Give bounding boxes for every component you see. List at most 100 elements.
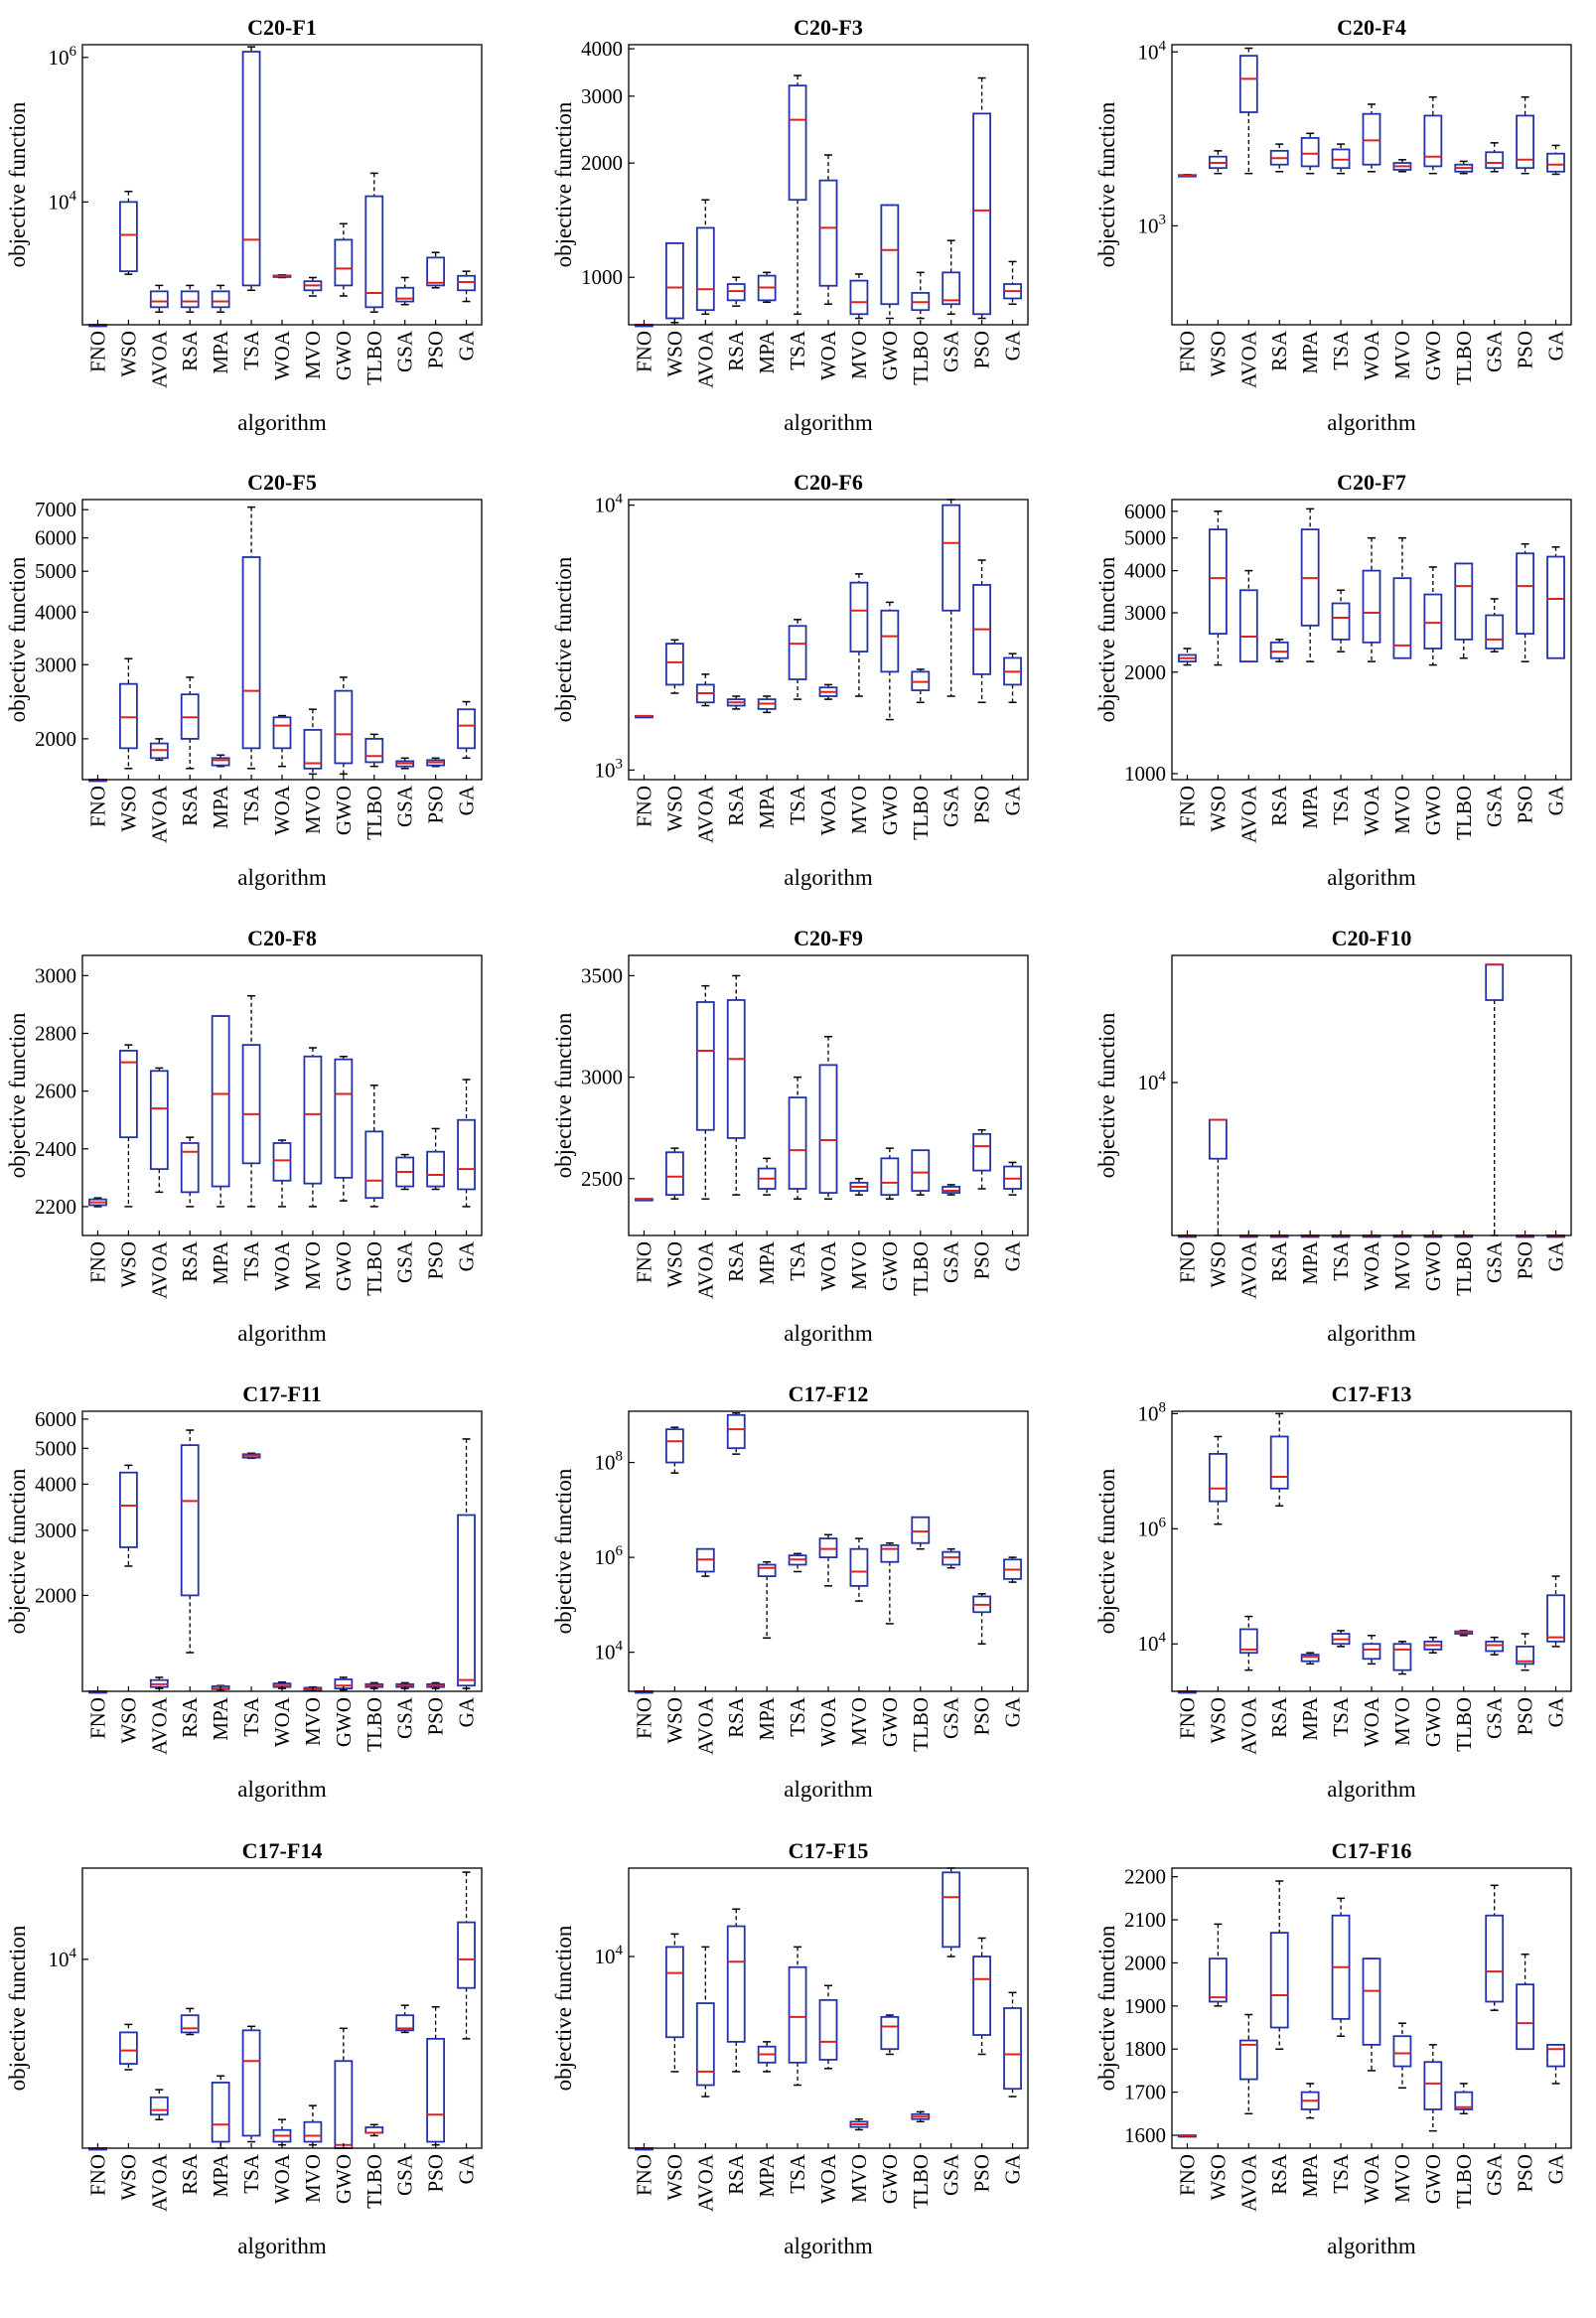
- y-tick-label: 3000: [35, 1519, 76, 1542]
- box-iqr: [726, 999, 746, 1139]
- y-tick-label: 103: [1138, 212, 1167, 237]
- x-tick-label: GWO: [332, 786, 356, 835]
- box-mpa: [211, 2075, 230, 2149]
- box-avoa: [1238, 47, 1258, 175]
- box-mpa: [211, 754, 230, 768]
- box-iqr: [1362, 569, 1381, 644]
- box-gwo: [334, 222, 354, 297]
- x-tick-label: GSA: [393, 785, 417, 827]
- y-tick-label: 1600: [1124, 2123, 1166, 2147]
- x-axis-label: algorithm: [1327, 865, 1416, 890]
- x-tick-label: TLBO: [1452, 786, 1476, 840]
- box-gsa: [942, 1184, 961, 1196]
- box-gsa: [942, 1547, 961, 1569]
- x-axis-label: algorithm: [784, 2234, 873, 2258]
- x-tick-label: GSA: [940, 330, 963, 372]
- x-tick-label: FNO: [1175, 786, 1199, 827]
- x-tick-label: GA: [1001, 1696, 1025, 1727]
- x-tick-label: TSA: [239, 330, 263, 370]
- x-tick-label: MPA: [755, 330, 779, 373]
- x-tick-label: WOA: [816, 330, 840, 380]
- box-iqr: [726, 1413, 746, 1450]
- x-tick-label: MVO: [301, 331, 325, 379]
- x-tick-label: GA: [1544, 785, 1568, 815]
- x-tick-label: GSA: [940, 2153, 963, 2196]
- chart-title: C20-F10: [1332, 926, 1412, 950]
- x-tick-label: MVO: [1390, 331, 1414, 379]
- x-tick-label: FNO: [1175, 2154, 1199, 2196]
- y-axis-label: objective function: [1094, 101, 1119, 267]
- box-iqr: [942, 504, 961, 612]
- box-iqr: [972, 1956, 992, 2036]
- y-tick-label: 2400: [35, 1137, 76, 1161]
- x-axis-label: algorithm: [784, 410, 873, 435]
- x-tick-label: TSA: [786, 2153, 809, 2194]
- subplot-c20-f9: C20-F9 2500 3000 3500 objective function FNO W…: [551, 926, 1029, 1346]
- x-tick-label: FNO: [632, 1241, 655, 1283]
- y-axis-label: objective function: [1094, 556, 1119, 722]
- box-iqr: [664, 1946, 684, 2039]
- chart-title: C20-F8: [247, 926, 317, 950]
- x-tick-label: TLBO: [1452, 1241, 1476, 1296]
- x-tick-label: WOA: [270, 2153, 294, 2204]
- box-iqr: [1516, 114, 1535, 170]
- plot-frame: [81, 44, 483, 326]
- x-tick-label: GA: [455, 330, 479, 361]
- y-tick-label: 3500: [581, 963, 623, 987]
- x-tick-label: WSO: [662, 1697, 686, 1744]
- x-tick-label: GSA: [1483, 1696, 1507, 1739]
- box-tlbo: [911, 271, 931, 320]
- box-gwo: [1423, 2044, 1443, 2132]
- box-wso: [1208, 1923, 1228, 2007]
- box-fno: [635, 714, 653, 719]
- box-iqr: [1485, 1640, 1505, 1653]
- box-tsa: [1331, 589, 1351, 652]
- box-tsa: [1331, 1897, 1351, 2037]
- box-iqr: [457, 1921, 476, 1989]
- x-tick-label: RSA: [1267, 330, 1291, 371]
- box-iqr: [695, 1001, 715, 1131]
- x-tick-label: MPA: [1298, 785, 1322, 828]
- box-tsa: [788, 1552, 807, 1573]
- box-iqr: [334, 2060, 354, 2149]
- box-iqr: [426, 1150, 446, 1188]
- x-axis-label: algorithm: [784, 1777, 873, 1802]
- box-iqr: [1485, 1914, 1505, 2003]
- box-tlbo: [364, 1085, 384, 1208]
- chart-title: C20-F9: [794, 926, 863, 950]
- y-tick-label: 104: [1138, 1630, 1167, 1656]
- x-tick-label: MPA: [1298, 330, 1322, 373]
- chart-title: C17-F11: [242, 1381, 321, 1406]
- y-axis-label: objective function: [551, 1925, 576, 2091]
- box-pso: [1516, 1633, 1535, 1671]
- box-iqr: [241, 2029, 261, 2137]
- box-avoa: [149, 738, 169, 762]
- x-tick-label: MVO: [847, 2154, 871, 2203]
- box-iqr: [818, 1998, 838, 2061]
- box-iqr: [1362, 1643, 1381, 1661]
- plot-frame: [81, 499, 483, 781]
- box-fno: [88, 1197, 107, 1208]
- box-pso: [426, 1127, 446, 1191]
- box-mvo: [1392, 2022, 1412, 2090]
- box-iqr: [695, 226, 715, 312]
- y-tick-label: 2000: [1124, 1951, 1166, 1974]
- x-tick-label: RSA: [724, 1696, 748, 1738]
- x-tick-label: WOA: [816, 785, 840, 835]
- box-ga: [457, 700, 476, 760]
- x-tick-label: GWO: [1421, 331, 1445, 380]
- x-tick-label: AVOA: [147, 1240, 171, 1299]
- subplot-c17-f15: C17-F15 104 objective function FNO WSO AVOA RS…: [551, 1838, 1029, 2258]
- x-tick-label: TLBO: [909, 786, 933, 840]
- x-tick-label: PSO: [424, 1241, 448, 1280]
- box-ga: [1003, 1161, 1022, 1196]
- box-iqr: [1269, 1932, 1289, 2029]
- y-tick-label: 1000: [581, 265, 623, 289]
- box-gwo: [880, 204, 900, 320]
- box-iqr: [1331, 602, 1351, 641]
- x-tick-label: GA: [455, 1696, 479, 1727]
- subplot-c20-f3: C20-F3 1000 2000 3000 4000 objective function…: [551, 15, 1029, 435]
- x-tick-label: GA: [1544, 2153, 1568, 2184]
- box-ga: [1003, 260, 1022, 305]
- box-iqr: [334, 1058, 354, 1179]
